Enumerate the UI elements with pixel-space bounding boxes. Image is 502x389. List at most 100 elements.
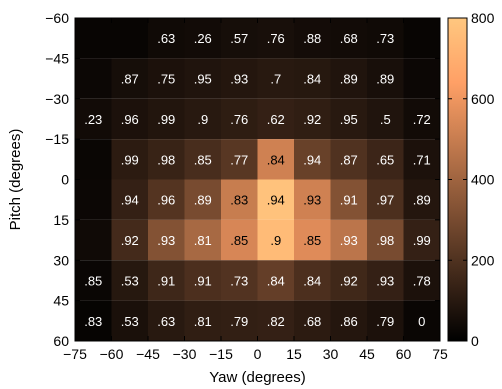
heatmap-cell xyxy=(75,139,112,180)
y-tick-label: 45 xyxy=(53,293,69,309)
cell-value-label: .98 xyxy=(157,152,175,167)
y-axis: −60 −45 −30 −15 0 15 30 45 60 xyxy=(45,10,440,349)
cell-value-label: .63 xyxy=(157,314,175,329)
heatmap-cell xyxy=(403,18,440,59)
cell-value-label: .72 xyxy=(413,112,431,127)
x-axis-label: Yaw (degrees) xyxy=(209,369,305,386)
heatmap-cell xyxy=(184,139,221,180)
heatmap-cell xyxy=(403,179,440,220)
cell-value-label: .81 xyxy=(194,314,212,329)
heatmap-cell xyxy=(75,179,112,220)
heatmap-cell xyxy=(257,300,294,341)
heatmap-cell xyxy=(367,139,404,180)
colorbar-tick-label: 600 xyxy=(471,91,495,107)
x-tick-label: −60 xyxy=(100,346,124,362)
cell-value-label: .9 xyxy=(197,112,208,127)
heatmap-cell xyxy=(148,139,185,180)
cell-value-label: .94 xyxy=(267,193,285,208)
heatmap-cell xyxy=(403,260,440,301)
cell-value-label: .99 xyxy=(413,233,431,248)
cell-value-label: .92 xyxy=(121,233,139,248)
cell-value-label: .78 xyxy=(413,273,431,288)
x-tick-label: 75 xyxy=(432,346,448,362)
heatmap-cell xyxy=(75,219,112,261)
y-axis-label: Pitch (degrees) xyxy=(7,129,24,231)
cell-value-label: .94 xyxy=(121,193,139,208)
y-tick-label: 60 xyxy=(53,333,69,349)
cell-value-label: .23 xyxy=(84,112,102,127)
heatmap-cell xyxy=(148,98,185,140)
heatmap-cell xyxy=(184,58,221,99)
cell-value-label: .68 xyxy=(303,314,321,329)
cell-value-label: .73 xyxy=(230,273,248,288)
cell-value-label: .91 xyxy=(194,273,212,288)
heatmap-cell xyxy=(111,260,148,301)
heatmap-cell xyxy=(367,18,404,59)
y-tick-label: −30 xyxy=(45,91,69,107)
heatmap-cell xyxy=(257,139,294,180)
y-tick-label: −15 xyxy=(45,131,69,147)
heatmap-cell xyxy=(330,98,367,140)
heatmap-cell xyxy=(403,139,440,180)
heatmap-cell xyxy=(330,219,367,261)
heatmap-cell xyxy=(330,300,367,341)
cell-value-label: .85 xyxy=(194,152,212,167)
heatmap-cell xyxy=(148,300,185,341)
cell-value-label: .79 xyxy=(230,314,248,329)
cell-value-label: .89 xyxy=(413,193,431,208)
heatmap-cells xyxy=(75,18,440,341)
heatmap-cell xyxy=(221,58,258,99)
cell-value-label: .79 xyxy=(376,314,394,329)
heatmap-cell xyxy=(184,18,221,59)
cell-value-label: .94 xyxy=(303,152,321,167)
heatmap-cell xyxy=(330,139,367,180)
cell-value-label: .53 xyxy=(121,314,139,329)
heatmap-cell xyxy=(184,98,221,140)
heatmap-cell xyxy=(294,179,331,220)
heatmap-cell xyxy=(148,58,185,99)
heatmap-cell xyxy=(75,58,112,99)
cell-value-label: .96 xyxy=(157,193,175,208)
heatmap-cell xyxy=(221,18,258,59)
x-tick-label: 45 xyxy=(359,346,375,362)
cell-value-label: .9 xyxy=(270,233,281,248)
cell-value-label: .87 xyxy=(121,72,139,87)
heatmap-cell xyxy=(75,260,112,301)
heatmap-cell xyxy=(184,300,221,341)
cell-value-label: .68 xyxy=(340,31,358,46)
cell-value-label: .71 xyxy=(413,152,431,167)
cell-value-label: .84 xyxy=(303,273,321,288)
heatmap-cell xyxy=(367,300,404,341)
cell-value-label: .83 xyxy=(84,314,102,329)
heatmap-cell xyxy=(111,18,148,59)
colorbar-tick-label: 800 xyxy=(471,10,495,26)
cell-value-label: 0 xyxy=(418,314,425,329)
y-tick-label: −45 xyxy=(45,50,69,66)
heatmap-cell xyxy=(75,300,112,341)
y-tick-label: −60 xyxy=(45,10,69,26)
heatmap-cell xyxy=(148,219,185,261)
heatmap-cell xyxy=(367,58,404,99)
cell-value-label: .82 xyxy=(267,314,285,329)
heatmap-cell xyxy=(367,219,404,261)
cell-value-label: .77 xyxy=(230,152,248,167)
cell-value-label: .81 xyxy=(194,233,212,248)
heatmap-cell xyxy=(111,219,148,261)
cell-value-label: .57 xyxy=(230,31,248,46)
heatmap-cell xyxy=(221,260,258,301)
heatmap-cell xyxy=(221,300,258,341)
heatmap-cell xyxy=(330,58,367,99)
cell-value-label: .87 xyxy=(340,152,358,167)
x-tick-label: 30 xyxy=(323,346,339,362)
heatmap-cell xyxy=(330,260,367,301)
x-tick-label: −75 xyxy=(63,346,87,362)
heatmap-cell xyxy=(330,18,367,59)
x-tick-label: 0 xyxy=(254,346,262,362)
heatmap-cell xyxy=(403,58,440,99)
cell-value-label: .97 xyxy=(376,193,394,208)
heatmap-cell xyxy=(294,139,331,180)
cell-value-label: .76 xyxy=(267,31,285,46)
x-tick-label: −15 xyxy=(209,346,233,362)
heatmap-cell xyxy=(367,98,404,140)
heatmap-cell xyxy=(403,98,440,140)
